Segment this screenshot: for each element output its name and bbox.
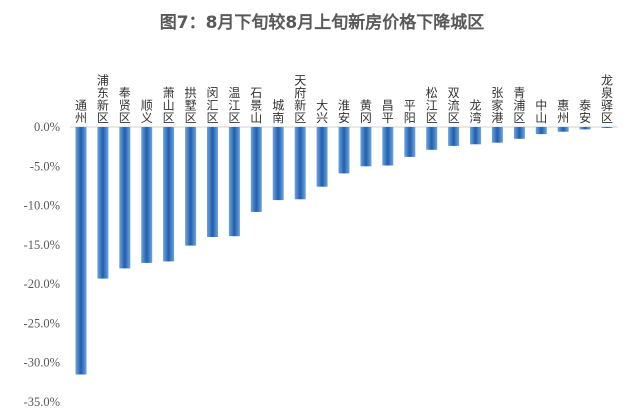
bar xyxy=(404,127,416,157)
category-label: 双流区 xyxy=(448,86,460,125)
category-label: 泰安 xyxy=(579,99,591,126)
category-label: 拱墅区 xyxy=(185,86,197,125)
y-tick-label: -10.0% xyxy=(24,199,60,213)
category-label: 大兴 xyxy=(316,99,328,126)
bar xyxy=(491,127,503,143)
category-label: 石景山 xyxy=(250,86,262,125)
bar xyxy=(470,127,481,145)
category-label: 城南 xyxy=(272,99,284,126)
bar xyxy=(426,127,438,150)
y-tick-label: -30.0% xyxy=(24,356,60,370)
category-label: 龙湾 xyxy=(469,99,481,126)
category-label: 惠州 xyxy=(557,99,569,126)
bar xyxy=(448,127,460,146)
bar xyxy=(535,127,547,135)
chart-title: 图7：8月下旬较8月上旬新房价格下降城区 xyxy=(160,12,485,33)
y-axis-ticks: 0.0% -5.0% -10.0% -15.0% -20.0% -25.0% -30.0% -… xyxy=(24,120,60,409)
category-label: 昌平 xyxy=(382,99,394,126)
bar xyxy=(316,127,328,187)
category-label: 萧山区 xyxy=(163,86,175,125)
bar xyxy=(601,127,613,128)
bar xyxy=(185,127,197,246)
bar xyxy=(579,127,591,130)
category-label: 松江区 xyxy=(426,86,438,125)
y-tick-label: -5.0% xyxy=(30,159,60,173)
bar xyxy=(119,127,131,269)
category-label: 龙泉驿区 xyxy=(601,74,613,126)
y-tick-label: 0.0% xyxy=(34,120,60,134)
category-label: 温江区 xyxy=(228,86,240,125)
y-tick-label: -20.0% xyxy=(24,277,60,291)
bar xyxy=(141,127,153,263)
category-label: 顺义 xyxy=(141,99,153,126)
category-label: 通州 xyxy=(75,99,87,126)
category-label: 奉贤区 xyxy=(119,86,131,125)
bar xyxy=(75,127,87,375)
category-label: 天府新区 xyxy=(294,74,306,126)
category-label: 张家港 xyxy=(491,86,503,125)
bar xyxy=(338,127,350,174)
y-tick-label: -35.0% xyxy=(24,395,60,409)
category-label: 黄冈 xyxy=(360,99,372,126)
category-label: 淮安 xyxy=(338,99,350,126)
bar xyxy=(207,127,218,237)
category-label: 平阳 xyxy=(404,99,416,126)
category-label: 闵汇区 xyxy=(206,85,218,125)
bar xyxy=(557,127,569,132)
bar xyxy=(360,127,372,167)
category-labels: 通州浦东新区奉贤区顺义萧山区拱墅区闵汇区温江区石景山城南天府新区大兴淮安黄冈昌平… xyxy=(75,74,613,126)
bar xyxy=(272,127,284,201)
bar xyxy=(294,127,306,200)
y-tick-label: -25.0% xyxy=(24,316,60,330)
bar xyxy=(382,127,394,166)
category-label: 中山 xyxy=(535,98,547,126)
bars xyxy=(75,127,613,375)
bar xyxy=(163,127,175,262)
bar xyxy=(513,127,525,139)
category-label: 青浦区 xyxy=(513,86,525,125)
bar xyxy=(97,127,109,279)
category-label: 浦东新区 xyxy=(97,74,109,126)
y-tick-label: -15.0% xyxy=(24,238,60,252)
bar xyxy=(250,127,262,212)
bar xyxy=(228,127,240,237)
